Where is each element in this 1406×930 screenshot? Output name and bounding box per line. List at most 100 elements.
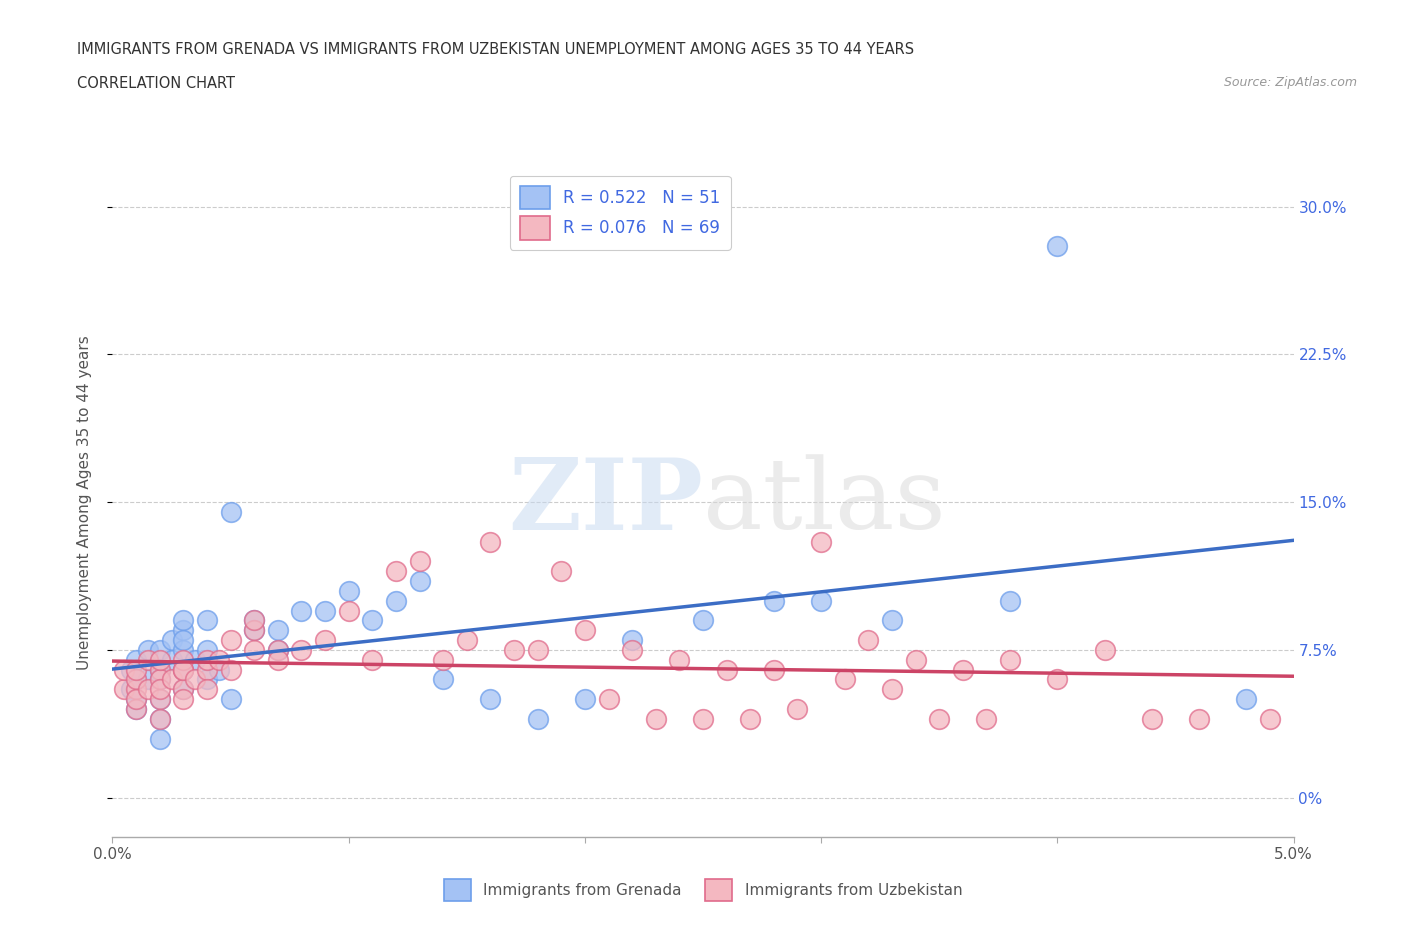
Point	[314, 632, 336, 647]
Point	[160, 632, 183, 647]
Point	[290, 643, 312, 658]
Point	[125, 662, 148, 677]
Point	[243, 623, 266, 638]
Point	[149, 692, 172, 707]
Point	[267, 623, 290, 638]
Point	[621, 632, 644, 647]
Point	[149, 711, 172, 726]
Point	[361, 613, 384, 628]
Point	[195, 662, 218, 677]
Point	[1234, 692, 1257, 707]
Text: atlas: atlas	[703, 454, 946, 551]
Point	[172, 662, 194, 677]
Point	[526, 643, 548, 658]
Point	[385, 593, 408, 608]
Point	[692, 711, 714, 726]
Point	[219, 632, 242, 647]
Point	[149, 662, 172, 677]
Point	[195, 682, 218, 697]
Point	[243, 643, 266, 658]
Point	[149, 682, 172, 697]
Text: IMMIGRANTS FROM GRENADA VS IMMIGRANTS FROM UZBEKISTAN UNEMPLOYMENT AMONG AGES 35: IMMIGRANTS FROM GRENADA VS IMMIGRANTS FR…	[77, 42, 914, 57]
Point	[208, 652, 231, 667]
Point	[432, 672, 454, 687]
Point	[574, 623, 596, 638]
Point	[243, 623, 266, 638]
Point	[762, 593, 785, 608]
Point	[172, 632, 194, 647]
Point	[149, 711, 172, 726]
Point	[267, 652, 290, 667]
Point	[1046, 672, 1069, 687]
Point	[337, 583, 360, 598]
Point	[762, 662, 785, 677]
Point	[479, 534, 502, 549]
Point	[740, 711, 762, 726]
Point	[172, 652, 194, 667]
Point	[928, 711, 950, 726]
Point	[858, 632, 880, 647]
Point	[1046, 239, 1069, 254]
Point	[184, 652, 207, 667]
Point	[479, 692, 502, 707]
Point	[160, 652, 183, 667]
Point	[432, 652, 454, 667]
Point	[120, 662, 142, 677]
Point	[1188, 711, 1211, 726]
Point	[598, 692, 620, 707]
Point	[172, 682, 194, 697]
Point	[172, 623, 194, 638]
Point	[644, 711, 666, 726]
Point	[1140, 711, 1163, 726]
Point	[172, 613, 194, 628]
Point	[408, 554, 430, 569]
Point	[136, 672, 159, 687]
Point	[337, 603, 360, 618]
Point	[267, 643, 290, 658]
Text: CORRELATION CHART: CORRELATION CHART	[77, 76, 235, 91]
Point	[976, 711, 998, 726]
Y-axis label: Unemployment Among Ages 35 to 44 years: Unemployment Among Ages 35 to 44 years	[77, 335, 91, 670]
Point	[880, 613, 903, 628]
Point	[136, 682, 159, 697]
Point	[267, 643, 290, 658]
Point	[125, 701, 148, 716]
Point	[219, 662, 242, 677]
Point	[125, 672, 148, 687]
Point	[149, 692, 172, 707]
Point	[243, 613, 266, 628]
Point	[456, 632, 478, 647]
Point	[385, 564, 408, 578]
Point	[1258, 711, 1281, 726]
Point	[195, 643, 218, 658]
Point	[716, 662, 738, 677]
Point	[314, 603, 336, 618]
Point	[810, 534, 832, 549]
Point	[361, 652, 384, 667]
Point	[408, 574, 430, 589]
Point	[112, 662, 135, 677]
Point	[621, 643, 644, 658]
Point	[880, 682, 903, 697]
Point	[149, 652, 172, 667]
Text: Source: ZipAtlas.com: Source: ZipAtlas.com	[1223, 76, 1357, 89]
Point	[998, 652, 1021, 667]
Point	[136, 643, 159, 658]
Point	[574, 692, 596, 707]
Point	[692, 613, 714, 628]
Point	[195, 613, 218, 628]
Point	[172, 643, 194, 658]
Point	[786, 701, 808, 716]
Point	[125, 652, 148, 667]
Point	[172, 662, 194, 677]
Point	[120, 682, 142, 697]
Text: ZIP: ZIP	[508, 454, 703, 551]
Point	[195, 672, 218, 687]
Point	[503, 643, 526, 658]
Point	[149, 672, 172, 687]
Point	[952, 662, 974, 677]
Point	[172, 692, 194, 707]
Point	[125, 682, 148, 697]
Point	[243, 613, 266, 628]
Point	[550, 564, 572, 578]
